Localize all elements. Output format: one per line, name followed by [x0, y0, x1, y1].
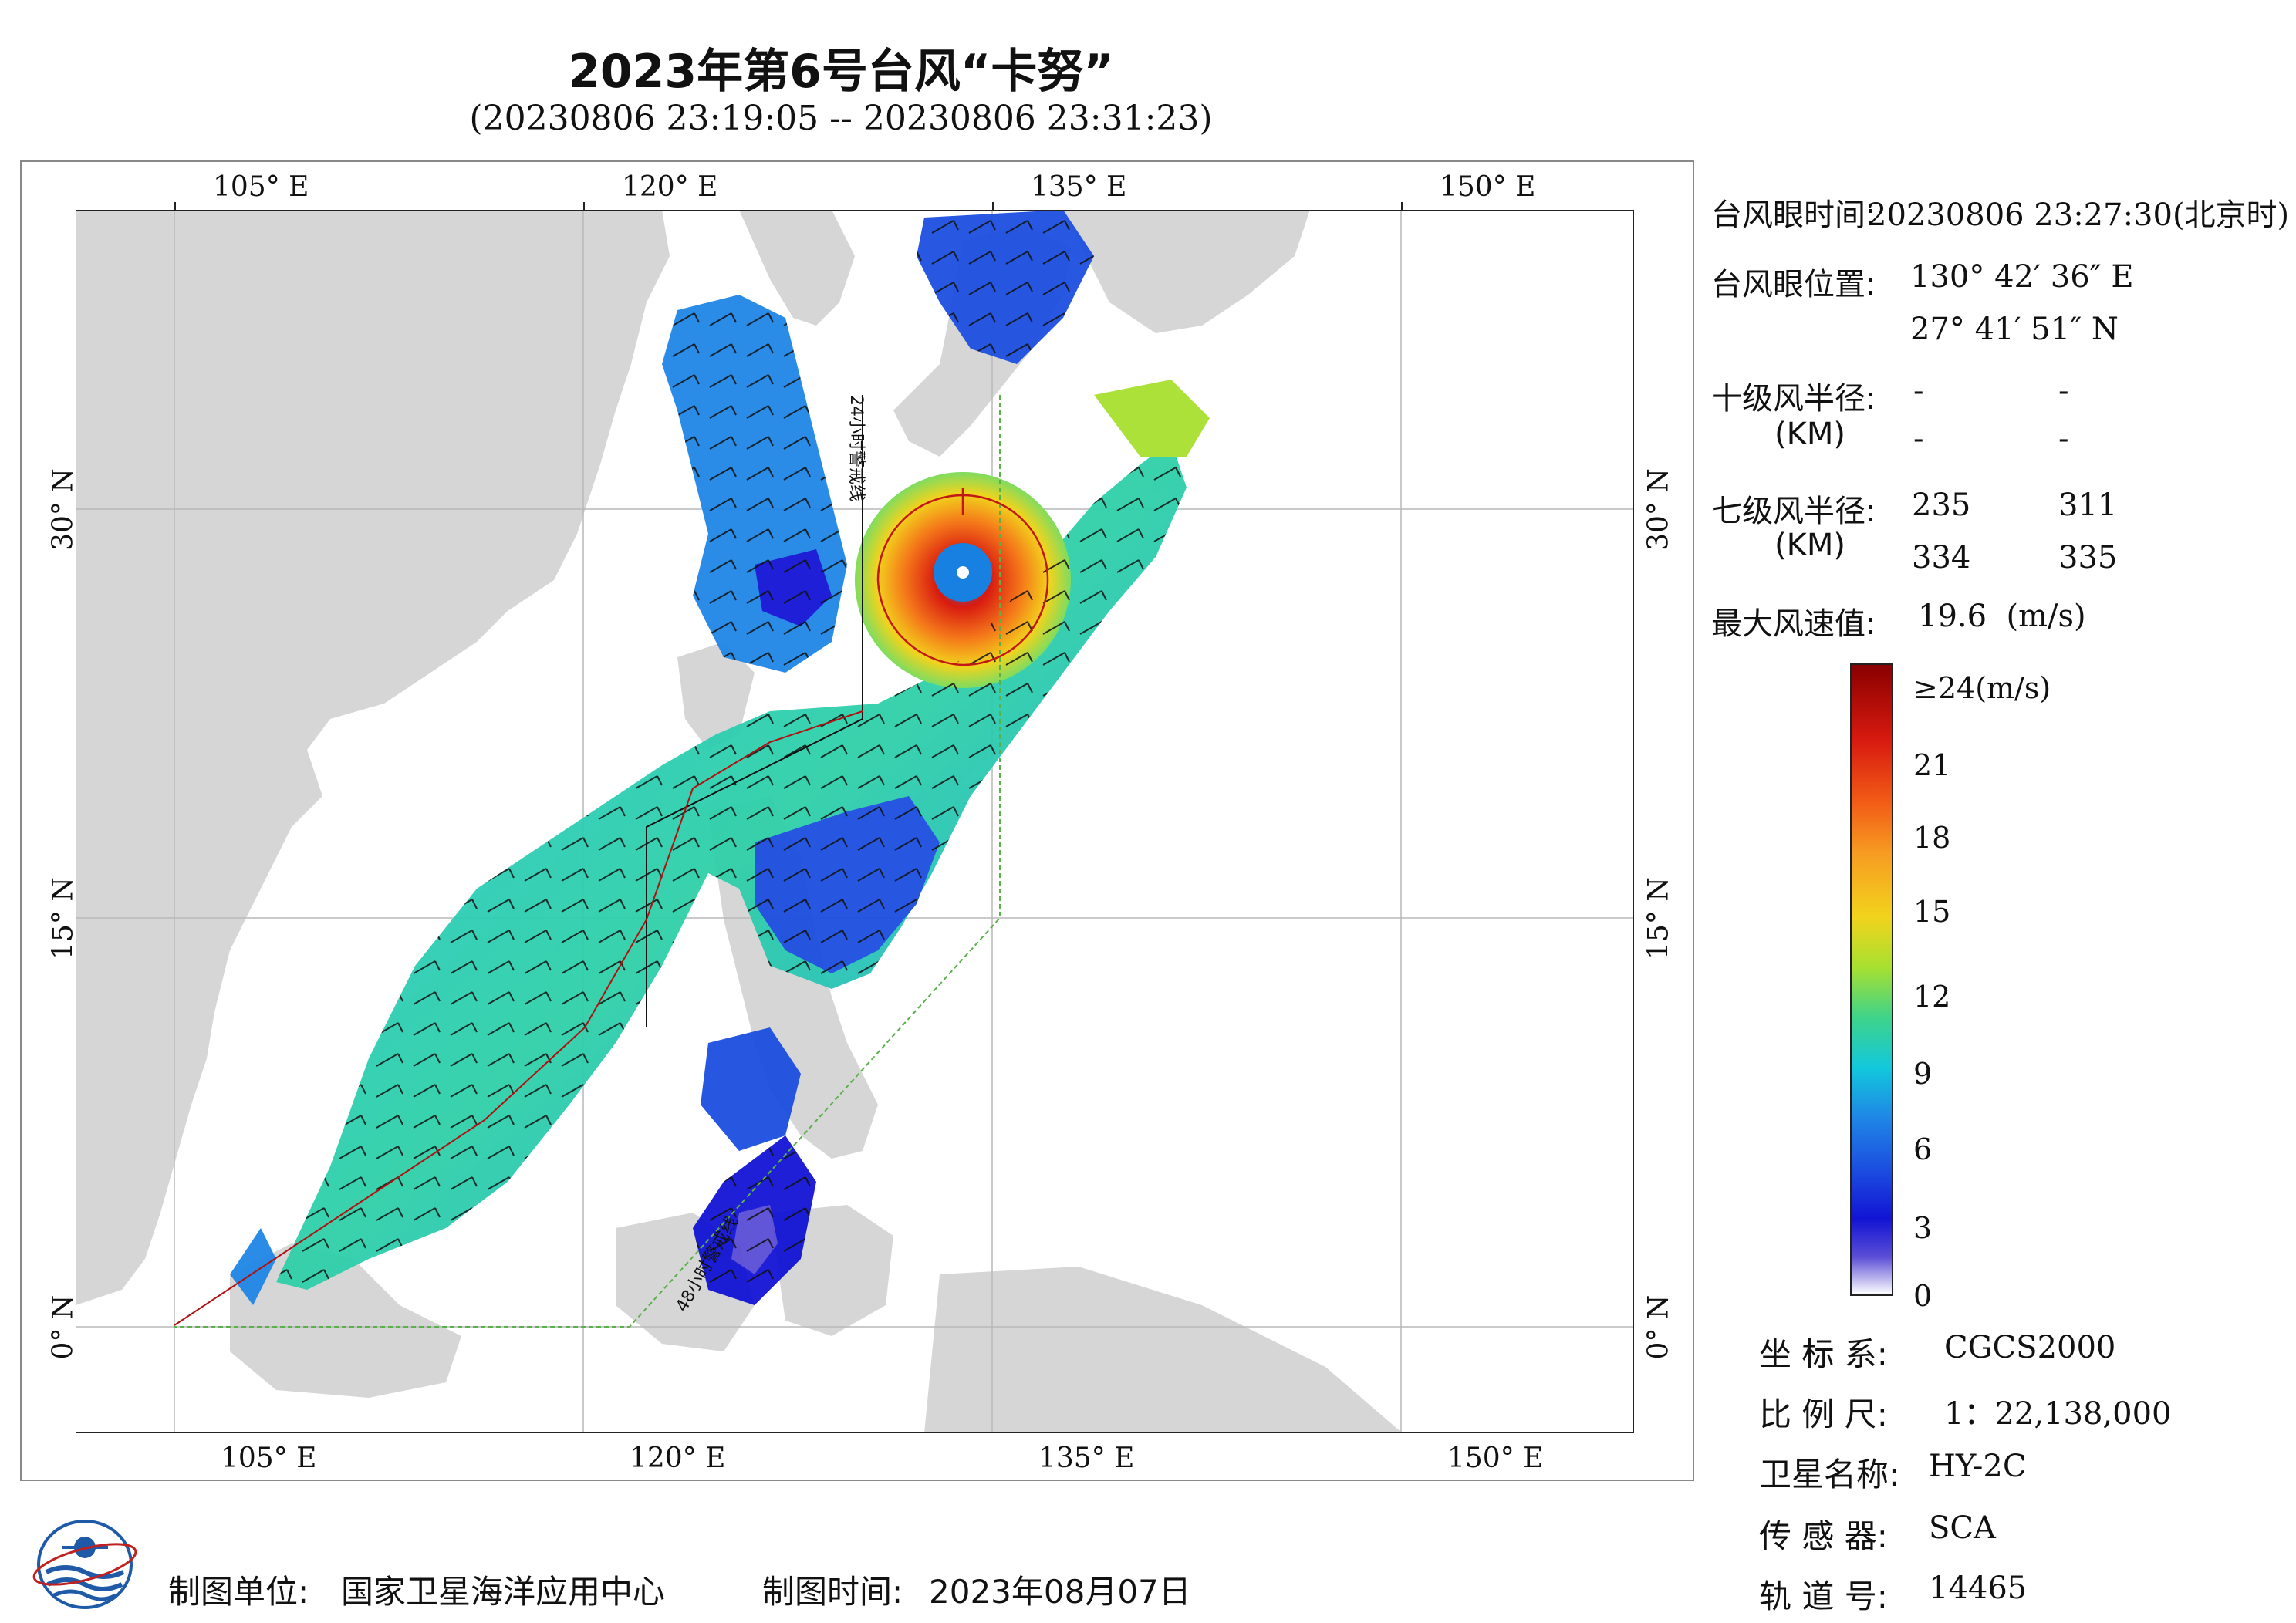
map-title: 2023年第6号台风“卡努” — [568, 45, 1114, 99]
colorbar-label-3: 3 — [1913, 1211, 1933, 1245]
label-24h-line: 24小时警戒线 — [846, 395, 866, 501]
lon-label-bottom-135: 135° E — [1038, 1442, 1135, 1474]
wind-field-map: 24小时警戒线 48小时警戒线 — [76, 210, 1634, 1433]
crs-label: 坐 标 系: — [1759, 1335, 1888, 1373]
scale-value: 1：22,138,000 — [1944, 1396, 2172, 1432]
lat-label-right-0: 0° N — [1643, 1294, 1675, 1360]
r7-value-se: 311 — [2058, 488, 2118, 523]
lon-label-bottom-150: 150° E — [1447, 1442, 1544, 1474]
eye-time-label: 台风眼时间: — [1711, 197, 1876, 233]
sensor-value: SCA — [1929, 1510, 1996, 1546]
lat-label-right-15: 15° N — [1643, 877, 1675, 960]
scale-label: 比 例 尺: — [1759, 1395, 1888, 1433]
r10-value-sw: - — [1913, 421, 1924, 457]
r7-value-sw: 334 — [1912, 540, 1971, 575]
orbit-value: 14465 — [1929, 1571, 2028, 1606]
colorbar-label-6: 6 — [1913, 1132, 1933, 1166]
sensor-label: 传 感 器: — [1759, 1517, 1888, 1555]
r10-label: 十级风半径: — [1711, 381, 1876, 417]
r10-unit: (KM) — [1774, 417, 1845, 452]
satellite-label: 卫星名称: — [1759, 1456, 1900, 1493]
orbit-label: 轨 道 号: — [1759, 1577, 1888, 1615]
colorbar-label-12: 12 — [1913, 980, 1951, 1014]
colorbar-label-0: 0 — [1913, 1279, 1933, 1313]
r7-value-nw: 335 — [2058, 540, 2118, 575]
lat-label-left-0: 0° N — [47, 1294, 79, 1360]
lon-label-bottom-105: 105° E — [221, 1442, 317, 1474]
max-wind-label: 最大风速值: — [1711, 606, 1876, 642]
nsoas-logo — [32, 1520, 137, 1609]
colorbar-label-15: 15 — [1913, 895, 1951, 929]
warning-line-48h — [174, 395, 1001, 1328]
red-boundary — [174, 710, 863, 1326]
crs-value: CGCS2000 — [1944, 1330, 2116, 1365]
lon-label-top-135: 135° E — [1031, 171, 1127, 203]
map-frame — [20, 160, 1694, 1481]
colorbar-label-9: 9 — [1913, 1057, 1933, 1091]
lon-label-bottom-120: 120° E — [630, 1442, 726, 1474]
eye-pos-label: 台风眼位置: — [1711, 267, 1876, 302]
lon-label-top-105: 105° E — [213, 171, 309, 203]
production-time-label: 制图时间: — [762, 1573, 903, 1611]
r10-value-se: - — [2058, 373, 2069, 409]
lat-label-left-30: 30° N — [47, 468, 79, 551]
colorbar — [1850, 663, 1893, 1296]
wind-radius-circle — [876, 488, 1049, 666]
production-time-value: 2023年08月07日 — [929, 1573, 1191, 1611]
eye-lat-value: 27° 41′ 51″ N — [1910, 312, 2119, 347]
colorbar-label-18: 18 — [1913, 821, 1951, 855]
eye-lon-value: 130° 42′ 36″ E — [1910, 259, 2134, 295]
lon-label-top-150: 150° E — [1440, 171, 1536, 203]
producer-label: 制图单位: — [168, 1573, 309, 1611]
r7-label: 七级风半径: — [1711, 494, 1876, 529]
colorbar-label-24: ≥24(m/s) — [1913, 671, 2051, 705]
top-ticks — [76, 202, 1634, 210]
map-subtitle: (20230806 23:19:05 -- 20230806 23:31:23) — [469, 99, 1213, 138]
r7-value-ne: 235 — [1912, 488, 1971, 523]
colorbar-label-21: 21 — [1913, 748, 1951, 782]
satellite-value: HY-2C — [1929, 1449, 2027, 1484]
lat-label-right-30: 30° N — [1643, 468, 1675, 551]
eye-time-value: 20230806 23:27:30(北京时) — [1867, 197, 2290, 233]
warning-line-24h — [646, 395, 863, 1027]
lat-label-left-15: 15° N — [47, 877, 79, 960]
wind-barbs — [276, 210, 1187, 1305]
lon-label-top-120: 120° E — [622, 171, 718, 203]
r7-unit: (KM) — [1774, 528, 1845, 563]
r10-value-nw: - — [2058, 421, 2069, 457]
max-wind-value: 19.6 (m/s) — [1918, 599, 2086, 634]
r10-value-ne: - — [1913, 373, 1924, 409]
producer-value: 国家卫星海洋应用中心 — [341, 1573, 666, 1611]
